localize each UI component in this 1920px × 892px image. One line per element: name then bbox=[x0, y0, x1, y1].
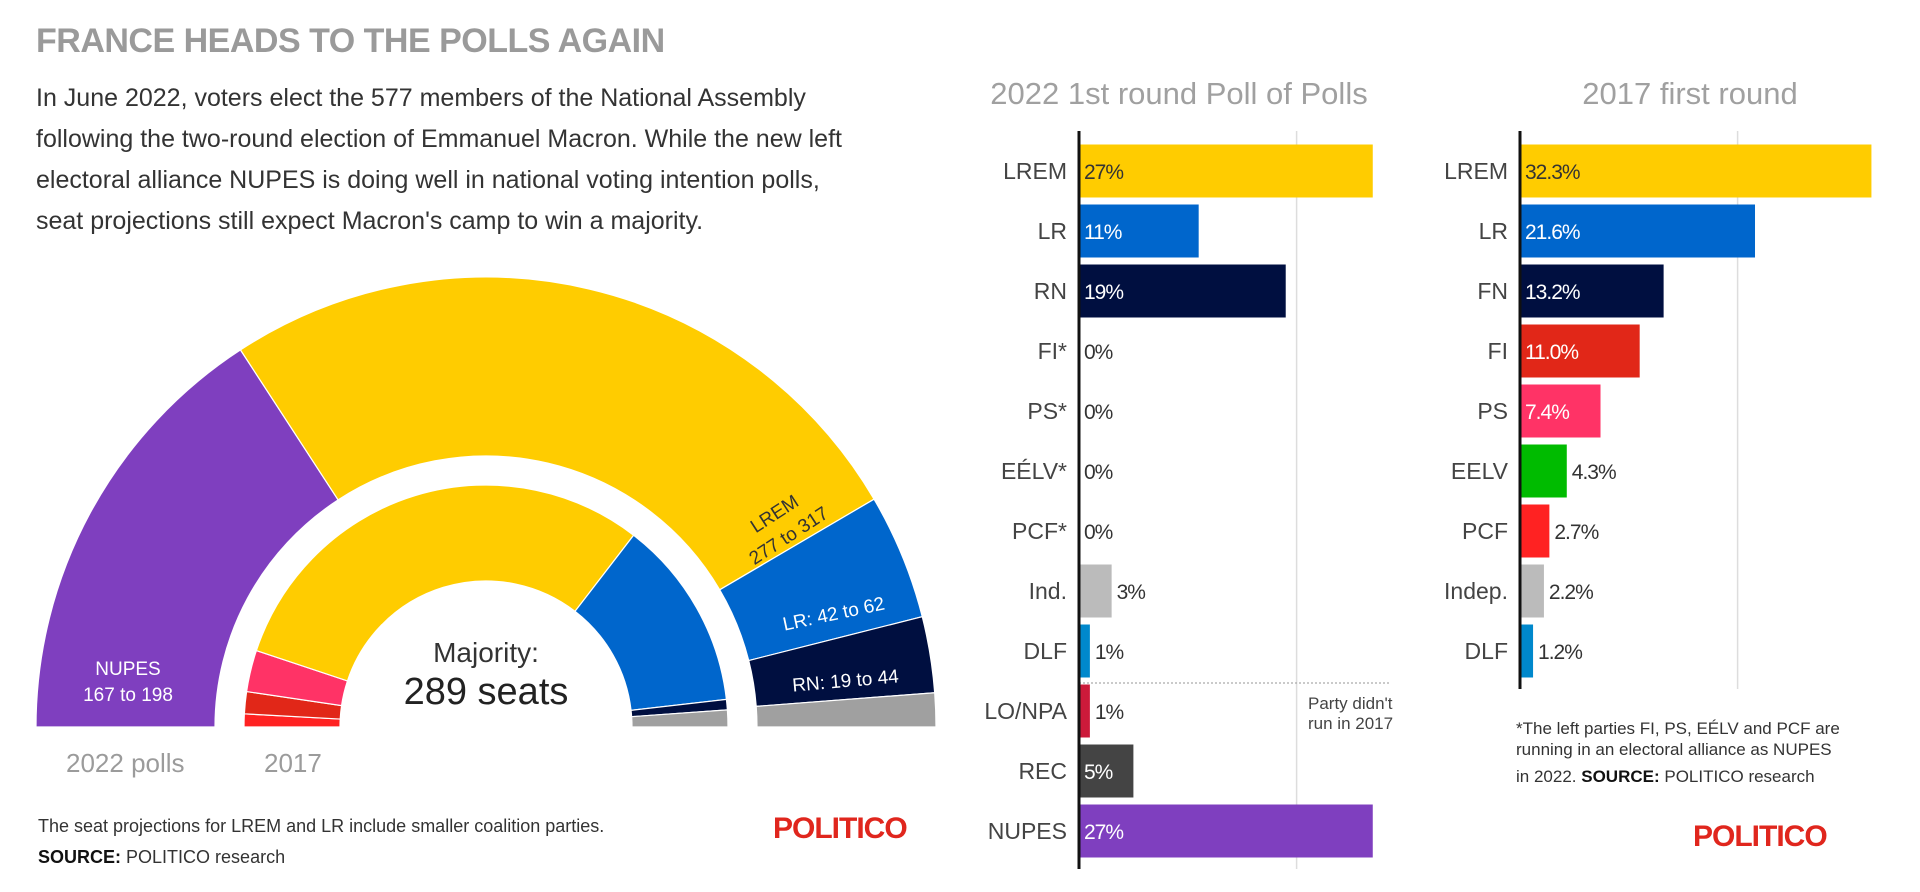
bar-lrem bbox=[1520, 144, 1872, 198]
footnote-line: *The left parties FI, PS, EÉLV and PCF a… bbox=[1516, 719, 1840, 738]
value-label: 0% bbox=[1084, 521, 1113, 544]
bar-lr bbox=[1520, 204, 1756, 258]
value-label: 11.0% bbox=[1525, 341, 1578, 364]
value-label: 7.4% bbox=[1525, 401, 1569, 424]
category-label: REC bbox=[1018, 758, 1067, 784]
politico-logo: POLITICO bbox=[1693, 820, 1828, 853]
intro-paragraph: In June 2022, voters elect the 577 membe… bbox=[36, 78, 936, 242]
bar-fn bbox=[1520, 264, 1664, 318]
value-label: 0% bbox=[1084, 401, 1113, 424]
category-label: PS* bbox=[1027, 398, 1067, 424]
category-label: PCF bbox=[1462, 518, 1508, 544]
value-label: 2.2% bbox=[1549, 581, 1593, 604]
value-label: 0% bbox=[1084, 341, 1113, 364]
category-label: LR bbox=[1038, 218, 1067, 244]
hemicycle-segments bbox=[35, 276, 937, 728]
alliance-footnote: *The left parties FI, PS, EÉLV and PCF a… bbox=[1516, 718, 1840, 787]
ring-label-2017: 2017 bbox=[264, 748, 322, 778]
category-label: LR bbox=[1479, 218, 1508, 244]
hemicycle-segment-2022-polls-nupes bbox=[35, 349, 339, 728]
value-label: 11% bbox=[1084, 221, 1122, 244]
results-2017-chart: LREM 32.3% LR 21.6% FN 13.2% FI 11.0% PS 7.4% EELV… bbox=[1444, 131, 1872, 689]
value-label: 1.2% bbox=[1538, 641, 1582, 664]
bar-pcf bbox=[1520, 504, 1550, 558]
value-label: 27% bbox=[1084, 161, 1123, 184]
value-label: 1% bbox=[1095, 701, 1124, 724]
hemicycle-segment-2022-polls-lrem bbox=[239, 276, 875, 591]
source-text: POLITICO research bbox=[126, 847, 286, 867]
source-text: POLITICO research bbox=[1664, 767, 1815, 786]
category-label: PCF* bbox=[1012, 518, 1067, 544]
hemicycle-footnote: The seat projections for LREM and LR inc… bbox=[38, 816, 605, 836]
bar-eelv bbox=[1520, 444, 1567, 498]
category-label: NUPES bbox=[988, 818, 1067, 844]
category-label: FI* bbox=[1038, 338, 1067, 364]
hemicycle-source: SOURCE: POLITICO research bbox=[38, 847, 285, 868]
footnote-line-source: in 2022. SOURCE: POLITICO research bbox=[1516, 766, 1840, 787]
value-label: 13.2% bbox=[1525, 281, 1580, 304]
majority-label: Majority: bbox=[433, 637, 539, 668]
category-label: Indep. bbox=[1444, 578, 1508, 604]
category-label: EÉLV* bbox=[1001, 458, 1067, 484]
footnote-line: in 2022. bbox=[1516, 767, 1577, 786]
value-label: 32.3% bbox=[1525, 161, 1580, 184]
bar-rec bbox=[1079, 744, 1134, 798]
footnote-line: running in an electoral alliance as NUPE… bbox=[1516, 740, 1832, 759]
value-label: 27% bbox=[1084, 821, 1123, 844]
category-label: FN bbox=[1477, 278, 1508, 304]
bar-rn bbox=[1079, 264, 1286, 318]
source-label: SOURCE: bbox=[1581, 767, 1660, 786]
bar-ind bbox=[1079, 564, 1112, 618]
ring-label-2022: 2022 polls bbox=[66, 748, 185, 778]
value-label: 0% bbox=[1084, 461, 1113, 484]
intro-line: electoral alliance NUPES is doing well i… bbox=[36, 166, 820, 194]
bar-dlf bbox=[1079, 624, 1090, 678]
intro-line: seat projections still expect Macron's c… bbox=[36, 207, 704, 235]
intro-line: In June 2022, voters elect the 577 membe… bbox=[36, 84, 806, 112]
category-label: DLF bbox=[1024, 638, 1067, 664]
category-label: DLF bbox=[1465, 638, 1508, 664]
category-label: Ind. bbox=[1029, 578, 1067, 604]
source-label: SOURCE: bbox=[38, 847, 122, 867]
value-label: 3% bbox=[1117, 581, 1146, 604]
results-2017-chart-title: 2017 first round bbox=[1582, 76, 1798, 111]
category-label: LREM bbox=[1444, 158, 1508, 184]
bar-nupes bbox=[1079, 804, 1373, 858]
hemicycle-segment-2022-polls-other bbox=[755, 692, 937, 728]
bar-ps bbox=[1520, 384, 1601, 438]
value-label: 1% bbox=[1095, 641, 1124, 664]
politico-logo: POLITICO bbox=[773, 812, 908, 845]
value-label: 19% bbox=[1084, 281, 1123, 304]
bar-lr bbox=[1079, 204, 1199, 258]
annotation-party-didnt-run: Party didn't run in 2017 bbox=[1308, 694, 1393, 733]
hemicycle-segment-2017-lrem bbox=[255, 484, 635, 682]
hemicycle-label-nupes: NUPES 167 to 198 bbox=[83, 659, 173, 706]
value-label: 2.7% bbox=[1554, 521, 1598, 544]
page-title: FRANCE HEADS TO THE POLLS AGAIN bbox=[36, 22, 665, 60]
category-label: LO/NPA bbox=[984, 698, 1067, 724]
majority-value: 289 seats bbox=[404, 671, 569, 713]
category-label: PS bbox=[1477, 398, 1508, 424]
bar-indep bbox=[1520, 564, 1544, 618]
bar-dlf bbox=[1520, 624, 1534, 678]
category-label: RN bbox=[1034, 278, 1067, 304]
bar-lrem bbox=[1079, 144, 1373, 198]
poll-chart-title: 2022 1st round Poll of Polls bbox=[990, 76, 1368, 111]
value-label: 21.6% bbox=[1525, 221, 1580, 244]
category-label: EELV bbox=[1451, 458, 1509, 484]
poll-of-polls-chart: LREM 27% LR 11% RN 19% FI* 0% PS* 0% EÉLV* 0% PCF* 0%… bbox=[984, 131, 1393, 869]
category-label: LREM bbox=[1003, 158, 1067, 184]
bar-fi bbox=[1520, 324, 1640, 378]
bar-lonpa bbox=[1079, 684, 1090, 738]
intro-line: following the two-round election of Emma… bbox=[36, 125, 842, 153]
category-label: FI bbox=[1488, 338, 1508, 364]
value-label: 5% bbox=[1084, 761, 1113, 784]
hemicycle-segment-2017-other bbox=[630, 709, 729, 728]
value-label: 4.3% bbox=[1572, 461, 1616, 484]
